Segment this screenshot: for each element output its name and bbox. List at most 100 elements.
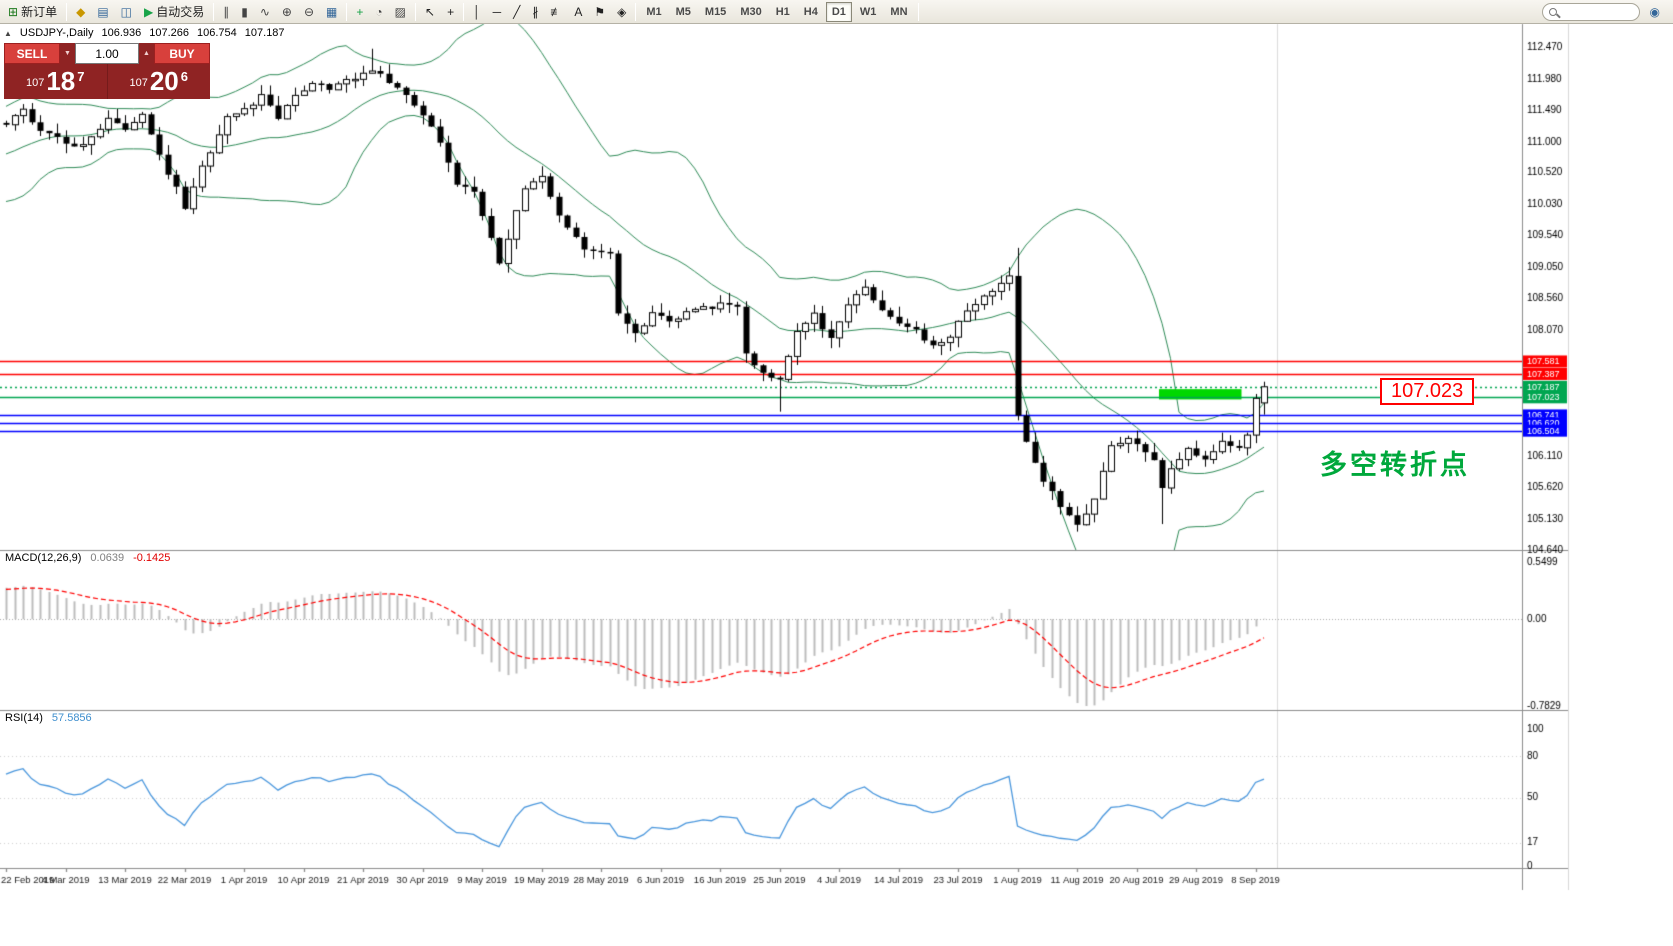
crosshair-button[interactable]: + bbox=[442, 2, 459, 22]
fibonacci-button[interactable]: ≢ bbox=[545, 2, 567, 22]
toolbar-separator bbox=[463, 2, 465, 21]
periods-button[interactable]: ◔ bbox=[370, 2, 387, 22]
shapes-button[interactable]: ◈ bbox=[612, 2, 631, 22]
chart-ohlc-header: ▲ USDJPY-,Daily 106.936 107.266 106.754 … bbox=[4, 27, 285, 39]
toolbar-separator bbox=[66, 2, 68, 21]
ohlc-open-value: 106.936 bbox=[101, 27, 142, 39]
buy-price-figure: 107 bbox=[129, 77, 148, 89]
timeframe-m5-button[interactable]: M5 bbox=[670, 2, 697, 22]
ohlc-high-value: 107.266 bbox=[149, 27, 190, 39]
timeframe-toolbar: M1 M5 M15 M30 H1 H4 D1 W1 MN bbox=[639, 0, 921, 24]
macd-main-value: 0.0639 bbox=[90, 552, 125, 564]
market-watch-button[interactable]: ▤ bbox=[92, 2, 113, 22]
buy-price-pips: 20 bbox=[149, 66, 179, 96]
bar-chart-button[interactable]: ∥ bbox=[218, 2, 234, 22]
vertical-line-button[interactable]: │ bbox=[468, 2, 486, 22]
toolbar-separator bbox=[213, 2, 215, 21]
toolbar-buttons-group: ⊞ 新订单 ◆ ▤ ◫ ▶ 自动交易 ∥ ▮ ∿ ⊕ ⊖ ▦ + ◔ ▨ ↖ + │ ─ ╱ ∦ ≢ A ⚑ ◈ bbox=[2, 0, 639, 24]
trade-prices-row: 107 18 7 107 20 6 bbox=[4, 64, 210, 99]
data-window-icon: ◫ bbox=[120, 4, 132, 19]
rsi-indicator-label: RSI(14) 57.5856 bbox=[5, 712, 92, 724]
timeframe-d1-button[interactable]: D1 bbox=[825, 1, 852, 22]
horizontal-line-button[interactable]: ─ bbox=[488, 2, 507, 22]
timeframe-mn-button[interactable]: MN bbox=[884, 2, 913, 22]
cursor-button[interactable]: ↖ bbox=[420, 2, 440, 22]
price-alert-button[interactable]: ◆ bbox=[71, 2, 90, 22]
arrows-icon: ⚑ bbox=[594, 4, 606, 19]
price-level-annotation: 107.023 bbox=[1380, 378, 1475, 405]
cursor-icon: ↖ bbox=[425, 4, 436, 19]
text-button[interactable]: A bbox=[569, 2, 587, 22]
auto-trading-button[interactable]: ▶ 自动交易 bbox=[139, 2, 209, 22]
lot-size-input[interactable] bbox=[75, 43, 139, 64]
arrows-button[interactable]: ⚑ bbox=[589, 2, 610, 22]
market-watch-icon: ▤ bbox=[97, 4, 109, 19]
candle-chart-button[interactable]: ▮ bbox=[236, 2, 253, 22]
crosshair-icon: + bbox=[447, 4, 455, 19]
sell-price-pips: 18 bbox=[46, 66, 76, 96]
vertical-line-icon: │ bbox=[473, 4, 481, 19]
search-icon bbox=[1548, 7, 1557, 16]
one-click-trading-panel: SELL ▼ ▲ BUY 107 18 7 107 20 6 bbox=[4, 43, 210, 99]
toolbar-right-group: ◉ bbox=[1541, 2, 1671, 22]
timeframe-h1-button[interactable]: H1 bbox=[770, 2, 796, 22]
community-button[interactable]: ◉ bbox=[1645, 2, 1665, 22]
collapse-trade-panel-icon[interactable]: ▲ bbox=[4, 28, 12, 38]
auto-trading-label: 自动交易 bbox=[156, 5, 205, 19]
buy-button[interactable]: BUY bbox=[154, 43, 210, 64]
sell-price-point: 7 bbox=[77, 69, 85, 84]
indicators-icon: + bbox=[356, 4, 364, 19]
text-icon: A bbox=[574, 4, 583, 19]
search-box[interactable] bbox=[1541, 2, 1640, 21]
candle-chart-icon: ▮ bbox=[241, 4, 248, 19]
horizontal-line-icon: ─ bbox=[492, 4, 502, 19]
rsi-value: 57.5856 bbox=[51, 712, 92, 724]
new-order-label: 新订单 bbox=[21, 5, 58, 19]
toolbar-separator bbox=[635, 2, 637, 21]
templates-icon: ▨ bbox=[394, 4, 406, 19]
indicators-button[interactable]: + bbox=[351, 2, 368, 22]
auto-trading-icon: ▶ bbox=[144, 4, 154, 19]
buy-price-point: 6 bbox=[180, 69, 188, 84]
shapes-icon: ◈ bbox=[617, 4, 627, 19]
zoom-out-icon: ⊖ bbox=[303, 4, 315, 19]
equidistant-channel-button[interactable]: ∦ bbox=[527, 2, 543, 22]
line-chart-icon: ∿ bbox=[259, 4, 270, 19]
new-order-button[interactable]: ⊞ 新订单 bbox=[3, 2, 62, 22]
trade-controls-row: SELL ▼ ▲ BUY bbox=[4, 43, 210, 64]
toolbar-separator bbox=[415, 2, 416, 21]
tile-windows-button[interactable]: ▦ bbox=[321, 2, 342, 22]
line-chart-button[interactable]: ∿ bbox=[255, 2, 275, 22]
new-order-icon: ⊞ bbox=[8, 4, 19, 19]
tile-windows-icon: ▦ bbox=[326, 4, 338, 19]
timeframe-m15-button[interactable]: M15 bbox=[699, 2, 732, 22]
main-toolbar: ⊞ 新订单 ◆ ▤ ◫ ▶ 自动交易 ∥ ▮ ∿ ⊕ ⊖ ▦ + ◔ ▨ ↖ + │ ─ ╱ ∦ ≢ A ⚑ ◈ M1 M5 M15 M… bbox=[0, 0, 1673, 24]
macd-signal-value: -0.1425 bbox=[133, 552, 171, 564]
zoom-out-button[interactable]: ⊖ bbox=[299, 2, 319, 22]
templates-button[interactable]: ▨ bbox=[390, 2, 411, 22]
zoom-in-button[interactable]: ⊕ bbox=[277, 2, 297, 22]
timeframe-w1-button[interactable]: W1 bbox=[854, 2, 883, 22]
toolbar-separator bbox=[917, 2, 919, 21]
sell-button[interactable]: SELL bbox=[4, 43, 60, 64]
timeframe-h4-button[interactable]: H4 bbox=[798, 2, 824, 22]
fibonacci-icon: ≢ bbox=[550, 4, 563, 19]
trendline-button[interactable]: ╱ bbox=[508, 2, 525, 22]
community-icon: ◉ bbox=[1649, 4, 1660, 19]
macd-title: MACD(12,26,9) bbox=[5, 552, 82, 564]
symbol-period-label: USDJPY-,Daily bbox=[19, 27, 94, 39]
ohlc-close-value: 107.187 bbox=[244, 27, 285, 39]
timeframe-m1-button[interactable]: M1 bbox=[640, 2, 667, 22]
macd-indicator-label: MACD(12,26,9) 0.0639 -0.1425 bbox=[5, 552, 170, 564]
lot-decrease-caret-icon[interactable]: ▼ bbox=[60, 43, 75, 64]
timeframe-m30-button[interactable]: M30 bbox=[734, 2, 767, 22]
lot-size-cell bbox=[75, 43, 139, 64]
buy-price-display[interactable]: 107 20 6 bbox=[106, 64, 211, 99]
sell-price-display[interactable]: 107 18 7 bbox=[4, 64, 107, 99]
search-input[interactable] bbox=[1560, 4, 1629, 19]
sell-price-figure: 107 bbox=[25, 77, 45, 89]
data-window-button[interactable]: ◫ bbox=[116, 2, 137, 22]
lot-increase-caret-icon[interactable]: ▲ bbox=[139, 43, 154, 64]
